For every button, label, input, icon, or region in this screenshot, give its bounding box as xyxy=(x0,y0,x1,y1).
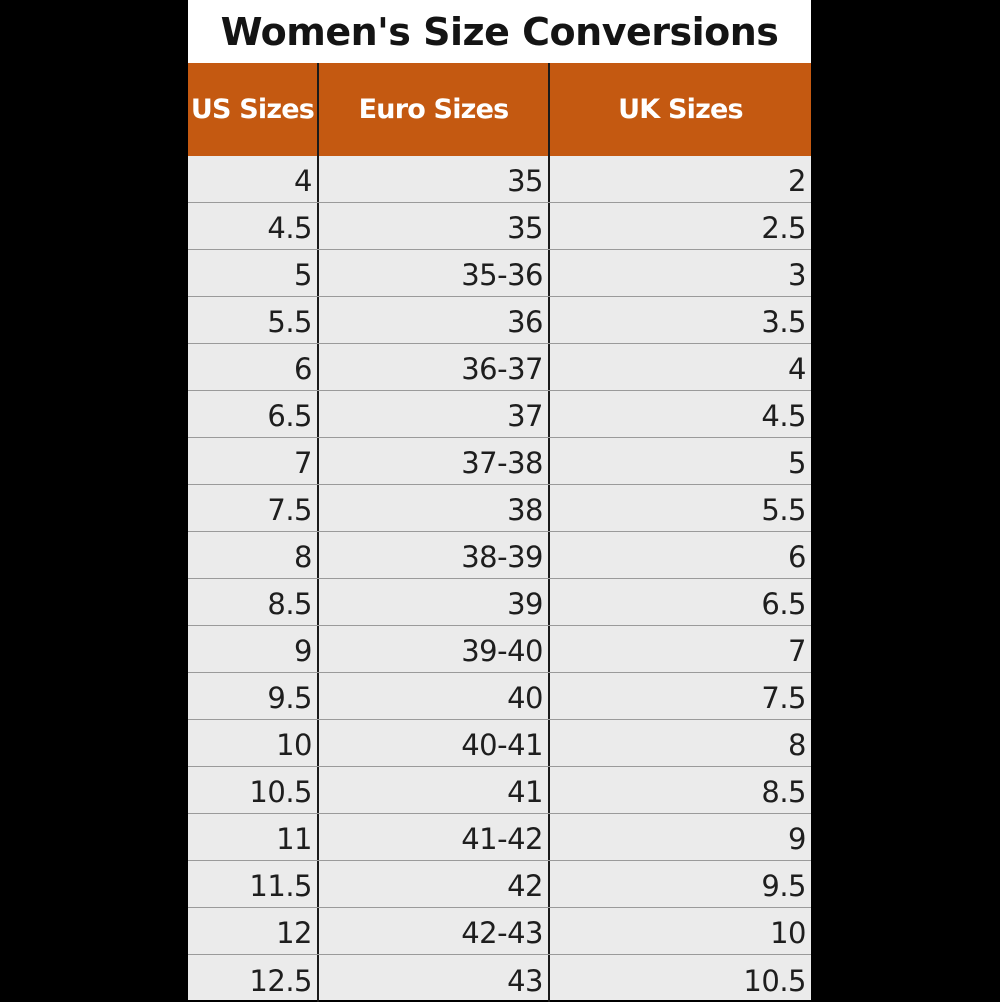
us-size-cell: 7.5 xyxy=(188,485,319,531)
euro-size-cell: 36-37 xyxy=(319,344,550,390)
header-uk-sizes: UK Sizes xyxy=(618,94,743,125)
table-row: 4.5 35 2.5 xyxy=(188,203,811,250)
table-row: 8.5 39 6.5 xyxy=(188,579,811,626)
us-size-cell: 6.5 xyxy=(188,391,319,437)
us-size-cell: 12.5 xyxy=(188,955,319,1002)
table-header-row: US Sizes Euro Sizes UK Sizes xyxy=(188,63,811,156)
uk-size-cell: 2.5 xyxy=(761,211,806,245)
euro-size-cell: 37-38 xyxy=(319,438,550,484)
table-row: 6.5 37 4.5 xyxy=(188,391,811,438)
us-size-cell: 11.5 xyxy=(188,861,319,907)
us-size-cell: 10.5 xyxy=(188,767,319,813)
uk-size-cell: 6 xyxy=(788,540,806,574)
table-row: 7 37-38 5 xyxy=(188,438,811,485)
euro-size-cell: 43 xyxy=(319,955,550,1002)
us-size-cell: 12 xyxy=(188,908,319,954)
us-size-cell: 5.5 xyxy=(188,297,319,343)
uk-size-cell: 10.5 xyxy=(743,963,806,998)
euro-size-cell: 41 xyxy=(319,767,550,813)
us-size-cell: 9.5 xyxy=(188,673,319,719)
us-size-cell: 10 xyxy=(188,720,319,766)
table-row: 5.5 36 3.5 xyxy=(188,297,811,344)
table-row: 8 38-39 6 xyxy=(188,532,811,579)
uk-size-cell: 10 xyxy=(770,916,806,950)
euro-size-cell: 35 xyxy=(319,156,550,202)
uk-size-cell: 9 xyxy=(788,822,806,856)
uk-size-cell: 7.5 xyxy=(761,681,806,715)
us-size-cell: 8.5 xyxy=(188,579,319,625)
us-size-cell: 6 xyxy=(188,344,319,390)
table-title: Women's Size Conversions xyxy=(188,0,811,63)
euro-size-cell: 38-39 xyxy=(319,532,550,578)
table-row: 5 35-36 3 xyxy=(188,250,811,297)
euro-size-cell: 39-40 xyxy=(319,626,550,672)
euro-size-cell: 36 xyxy=(319,297,550,343)
uk-size-cell: 6.5 xyxy=(761,587,806,621)
us-size-cell: 4 xyxy=(188,156,319,202)
euro-size-cell: 42 xyxy=(319,861,550,907)
uk-size-cell: 2 xyxy=(788,164,806,198)
us-size-cell: 7 xyxy=(188,438,319,484)
header-euro-sizes: Euro Sizes xyxy=(319,63,550,156)
size-conversion-table: Women's Size Conversions US Sizes Euro S… xyxy=(188,0,811,1002)
table-row: 7.5 38 5.5 xyxy=(188,485,811,532)
uk-size-cell: 5.5 xyxy=(761,493,806,527)
euro-size-cell: 35 xyxy=(319,203,550,249)
header-us-sizes: US Sizes xyxy=(188,63,319,156)
table-row: 9.5 40 7.5 xyxy=(188,673,811,720)
euro-size-cell: 39 xyxy=(319,579,550,625)
uk-size-cell: 5 xyxy=(788,446,806,480)
table-body: 4 35 2 4.5 35 2.5 5 35-36 3 5.5 36 3.5 6 36-37 4 6.5 37 4… xyxy=(188,156,811,1002)
us-size-cell: 11 xyxy=(188,814,319,860)
table-row: 11 41-42 9 xyxy=(188,814,811,861)
table-row: 10 40-41 8 xyxy=(188,720,811,767)
euro-size-cell: 37 xyxy=(319,391,550,437)
us-size-cell: 4.5 xyxy=(188,203,319,249)
table-row: 12 42-43 10 xyxy=(188,908,811,955)
euro-size-cell: 40-41 xyxy=(319,720,550,766)
euro-size-cell: 42-43 xyxy=(319,908,550,954)
uk-size-cell: 4.5 xyxy=(761,399,806,433)
table-row: 10.5 41 8.5 xyxy=(188,767,811,814)
uk-size-cell: 3.5 xyxy=(761,305,806,339)
uk-size-cell: 8 xyxy=(788,728,806,762)
uk-size-cell: 9.5 xyxy=(761,869,806,903)
table-row: 9 39-40 7 xyxy=(188,626,811,673)
euro-size-cell: 38 xyxy=(319,485,550,531)
table-row: 4 35 2 xyxy=(188,156,811,203)
uk-size-cell: 4 xyxy=(788,352,806,386)
uk-size-cell: 3 xyxy=(788,258,806,292)
table-row: 6 36-37 4 xyxy=(188,344,811,391)
us-size-cell: 9 xyxy=(188,626,319,672)
table-row: 11.5 42 9.5 xyxy=(188,861,811,908)
us-size-cell: 5 xyxy=(188,250,319,296)
euro-size-cell: 40 xyxy=(319,673,550,719)
us-size-cell: 8 xyxy=(188,532,319,578)
euro-size-cell: 35-36 xyxy=(319,250,550,296)
euro-size-cell: 41-42 xyxy=(319,814,550,860)
uk-size-cell: 7 xyxy=(788,634,806,668)
uk-size-cell: 8.5 xyxy=(761,775,806,809)
table-row: 12.5 43 10.5 xyxy=(188,955,811,1002)
